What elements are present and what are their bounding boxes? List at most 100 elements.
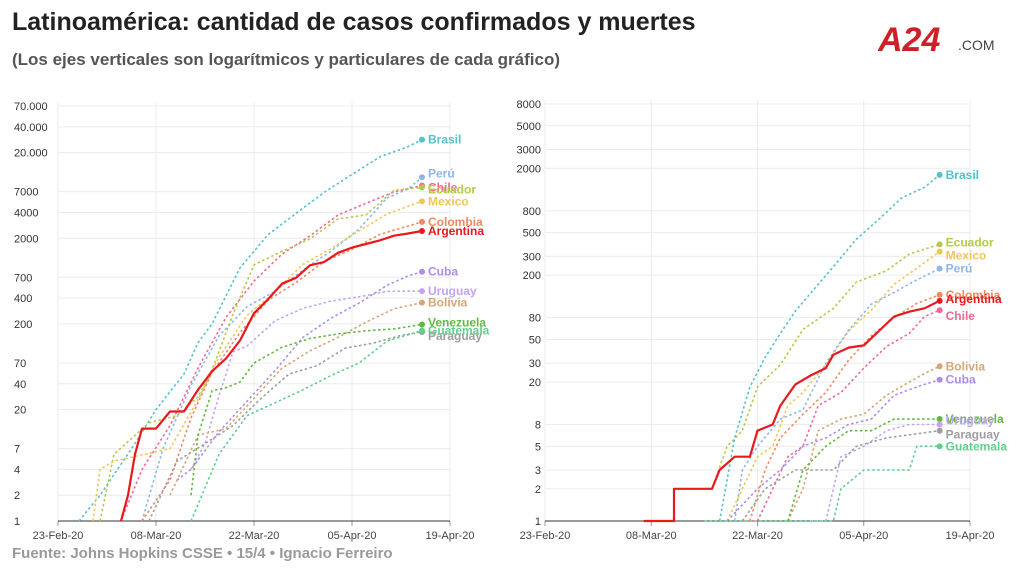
series-line-chile [742,309,940,522]
y-tick-label: 200 [14,319,32,331]
series-end-point-peru [936,265,943,272]
logo-mark: A24 [878,21,940,56]
series-end-point-argentina [936,297,943,304]
source-footer: Fuente: Johns Hopkins CSSE • 15/4 • Igna… [12,545,393,562]
x-tick-label: 08-Mar-20 [131,530,182,542]
series-end-point-bolivia [936,363,943,370]
y-tick-label: 2 [535,484,541,496]
series-line-uruguay [190,290,423,470]
series-label-chile: Chile [946,309,976,323]
y-tick-label: 500 [523,228,541,240]
y-tick-label: 7000 [14,187,38,199]
series-line-paraguay [741,429,940,522]
series-label-uruguay: Uruguay [428,284,477,298]
series-line-cuba [726,378,940,522]
series-line-colombia [141,221,423,522]
series-end-point-venezuela [419,321,425,328]
page-subtitle: (Los ejes verticales son logarítmicos y … [12,50,560,69]
series-end-point-mexico [419,198,425,205]
series-label-brasil: Brasil [946,168,979,182]
y-tick-label: 2000 [14,233,38,245]
y-tick-label: 40.000 [14,122,48,134]
series-line-venezuela [190,323,423,496]
y-tick-label: 200 [523,270,541,282]
series-lines-cases [78,136,425,522]
series-line-colombia [749,294,940,522]
series-line-venezuela [787,418,940,522]
x-tick-label: 23-Feb-20 [33,530,84,542]
series-end-point-guatemala [419,327,425,334]
series-line-brasil [718,174,941,522]
series-line-peru [733,267,940,522]
y-tick-label: 50 [529,334,541,346]
x-tick-label: 08-Mar-20 [626,530,677,542]
series-label-guatemala: Guatemala [946,439,1008,453]
y-tick-label: 1 [535,516,541,528]
series-label-paraguay: Paraguay [946,428,1000,442]
series-label-mexico: Mexico [428,194,469,208]
y-tick-label: 8 [535,420,541,432]
series-end-point-peru [419,174,425,181]
series-label-uruguay: Uruguay [946,414,995,428]
series-line-mexico [92,200,423,522]
series-line-guatemala [190,329,423,522]
series-end-point-brasil [936,171,943,178]
series-end-point-paraguay [936,427,943,434]
x-tick-label: 19-Apr-20 [946,530,995,542]
series-label-peru: Perú [946,262,973,276]
series-end-point-uruguay [419,288,425,295]
series-line-mexico [726,250,941,522]
y-tick-label: 4 [14,464,20,476]
a24-logo[interactable]: A24 .COM [878,20,1008,56]
series-label-chile: Chile [428,180,458,194]
series-label-venezuela: Venezuela [946,412,1004,426]
y-tick-label: 5 [535,441,541,453]
series-label-cuba: Cuba [946,373,976,387]
series-end-point-ecuador [936,241,943,248]
series-label-venezuela: Venezuela [428,315,486,329]
y-tick-label: 70.000 [14,101,48,113]
series-label-argentina: Argentina [946,292,1002,306]
series-end-point-cuba [936,376,943,383]
y-tick-label: 700 [14,272,32,284]
series-label-paraguay: Paraguay [428,329,482,343]
y-tick-label: 70 [14,358,26,370]
y-tick-label: 2000 [517,163,541,175]
logo-suffix: .COM [958,37,995,53]
series-label-ecuador: Ecuador [428,182,476,196]
x-tick-label: 23-Feb-20 [520,530,571,542]
series-label-cuba: Cuba [428,265,458,279]
y-tick-label: 5000 [517,121,541,133]
series-end-point-chile [936,307,943,314]
y-tick-label: 7 [14,444,20,456]
y-tick-label: 800 [523,206,541,218]
gridlines-deaths [544,100,971,522]
series-label-colombia: Colombia [428,215,483,229]
x-tick-label: 22-Mar-20 [732,530,783,542]
series-label-peru: Perú [428,166,455,180]
gridlines-cases [57,102,451,522]
y-tick-label: 20 [529,377,541,389]
y-tick-label: 20.000 [14,148,48,160]
series-line-guatemala [704,445,940,522]
series-lines-deaths [643,171,943,523]
series-label-bolivia: Bolivia [428,296,468,310]
series-end-point-guatemala [936,443,943,450]
series-line-uruguay [810,423,940,522]
y-tick-label: 3 [535,465,541,477]
y-tick-label: 20 [14,405,26,417]
series-label-ecuador: Ecuador [946,235,994,249]
series-end-point-argentina [419,227,425,234]
series-end-point-bolivia [419,299,425,306]
series-end-point-colombia [936,291,943,298]
series-end-point-cuba [419,268,425,275]
chart-confirmed-cases: 1 2 4 7 20 40 70 200 400 700 2000 4000 7000 20.000 40.… [14,101,490,542]
series-line-argentina [119,229,423,522]
series-end-point-colombia [419,218,425,225]
axes-cases: 1 2 4 7 20 40 70 200 400 700 2000 4000 7000 20.000 40.… [14,101,474,542]
x-tick-label: 19-Apr-20 [426,530,475,542]
chart-deaths: 1 2 3 5 8 20 30 50 80 200 300 500 800 2000 3000 5000 800… [517,99,1008,542]
series-line-bolivia [787,365,940,522]
series-end-point-mexico [936,248,943,255]
